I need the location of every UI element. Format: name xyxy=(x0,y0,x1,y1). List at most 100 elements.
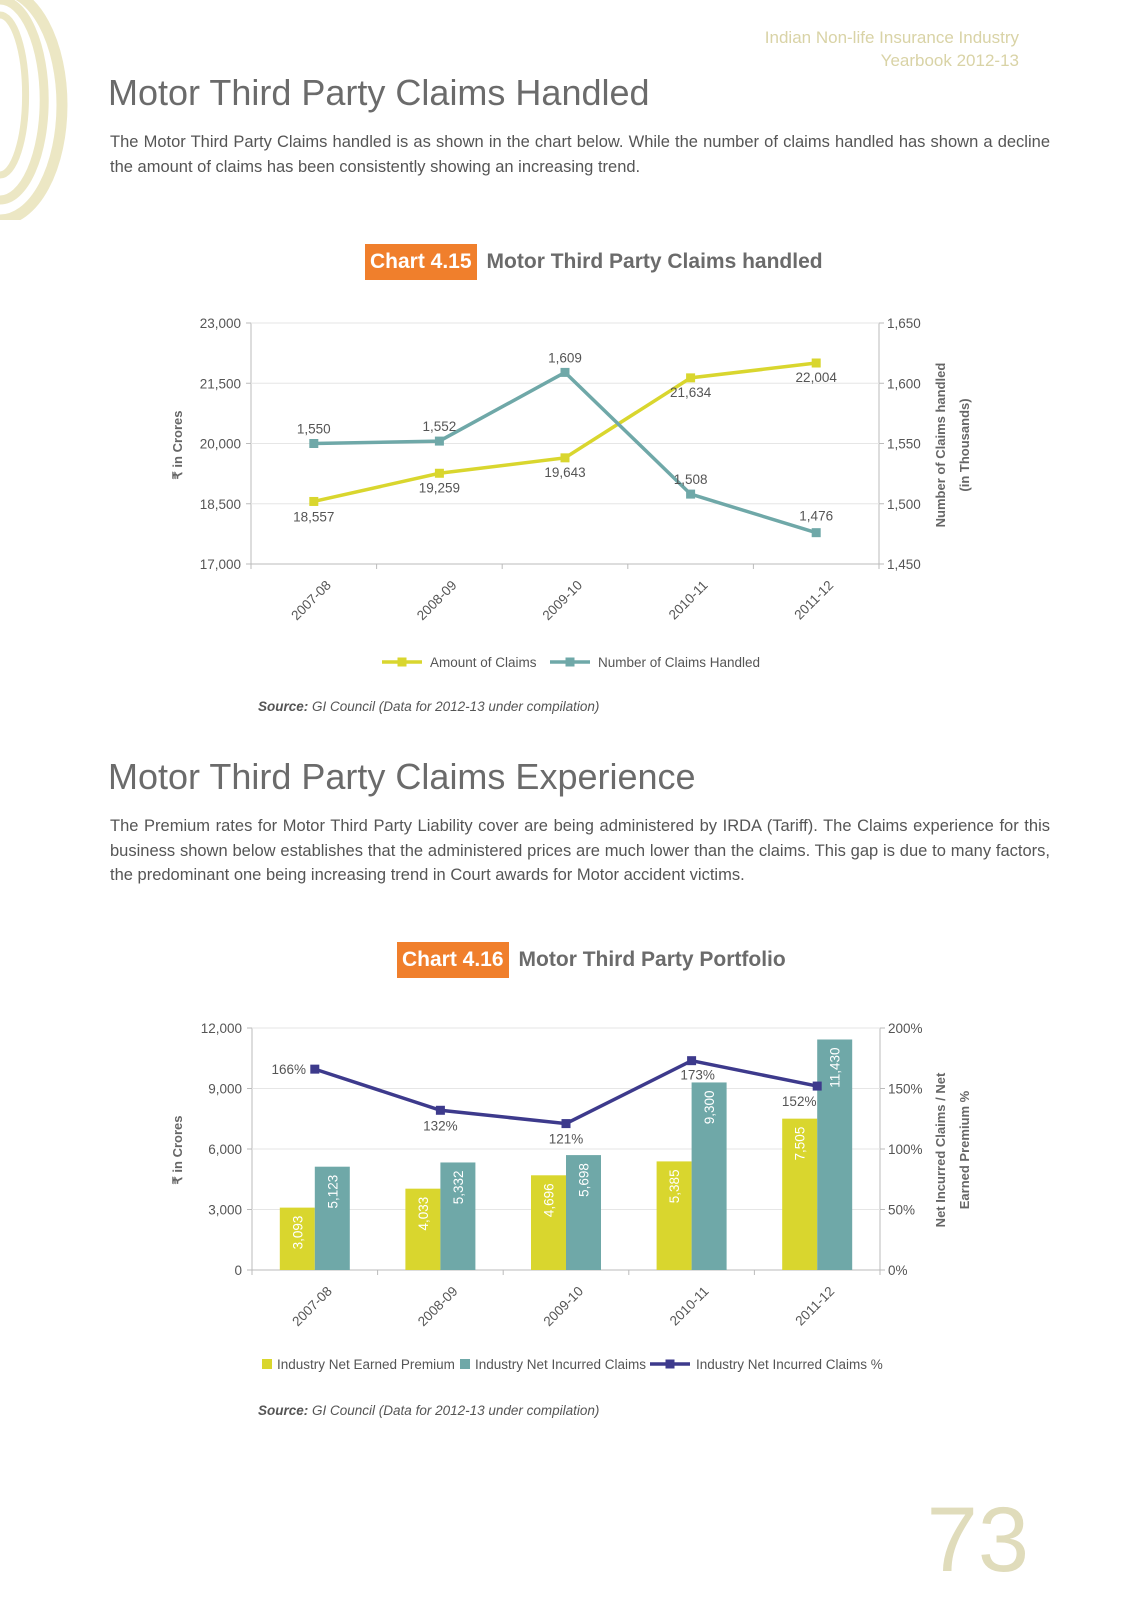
data-point xyxy=(560,367,570,377)
y-tick-label-left: 21,500 xyxy=(200,376,241,391)
data-point xyxy=(811,358,821,368)
y-tick-label-right: 1,500 xyxy=(887,497,921,512)
data-point xyxy=(434,436,444,446)
bar-value-label: 11,430 xyxy=(828,1047,843,1087)
legend-label: Number of Claims Handled xyxy=(598,655,760,670)
bar-net-incurred-claims xyxy=(566,1155,601,1270)
data-point xyxy=(812,1081,822,1091)
chart2-source: Source: GI Council (Data for 2012-13 und… xyxy=(258,1403,599,1418)
y-axis-title-right: Number of Claims handled xyxy=(933,363,948,528)
y-tick-label-left: 17,000 xyxy=(200,557,241,572)
x-tick-label: 2010-11 xyxy=(667,1284,712,1329)
bar-value-label: 3,093 xyxy=(290,1216,305,1250)
section-paragraph-claims-handled: The Motor Third Party Claims handled is … xyxy=(110,133,1050,176)
y-axis-title-left: ₹ in Crores xyxy=(170,411,185,480)
y-tick-label-right: 50% xyxy=(888,1203,915,1218)
header-line-2: Yearbook 2012-13 xyxy=(880,51,1019,70)
y-tick-label-left: 0 xyxy=(234,1263,242,1278)
bar-value-label: 4,033 xyxy=(416,1197,431,1231)
bar-value-label: 5,332 xyxy=(451,1170,466,1204)
data-label: 1,550 xyxy=(297,422,331,437)
data-point xyxy=(561,1119,571,1129)
data-point xyxy=(310,1064,320,1074)
legend-label: Industry Net Incurred Claims xyxy=(475,1357,646,1372)
x-tick-label: 2007-08 xyxy=(289,1284,335,1330)
bar-net-incurred-claims xyxy=(817,1039,853,1270)
page-header: Indian Non-life Insurance Industry Yearb… xyxy=(765,26,1019,72)
data-label: 19,259 xyxy=(419,480,460,495)
header-line-1: Indian Non-life Insurance Industry xyxy=(764,28,1019,47)
y-tick-label-right: 1,650 xyxy=(887,316,921,331)
bar-value-label: 5,385 xyxy=(667,1169,682,1203)
y-tick-label-right: 200% xyxy=(888,1021,923,1036)
x-tick-label: 2008-09 xyxy=(414,578,460,624)
section-title-claims-handled: Motor Third Party Claims Handled xyxy=(108,72,650,113)
legend-marker xyxy=(460,1359,470,1369)
y-tick-label-right: 100% xyxy=(888,1142,923,1157)
y-axis-title-right: (in Thousands) xyxy=(957,398,972,491)
data-label: 152% xyxy=(782,1094,817,1109)
chart-portfolio: 0 3,000 6,000 9,000 12,000 0% 50% 100% 150% 200% 2… xyxy=(170,1021,972,1372)
y-tick-label-right: 1,600 xyxy=(887,376,921,391)
data-label: 19,643 xyxy=(544,465,585,480)
bar-value-label: 7,505 xyxy=(793,1127,808,1161)
chart2-tag: Chart 4.16 xyxy=(397,942,509,978)
data-label: 132% xyxy=(423,1118,458,1133)
data-point xyxy=(687,1056,697,1066)
y-tick-label-left: 23,000 xyxy=(200,316,241,331)
data-point xyxy=(435,1105,445,1115)
data-label: 22,004 xyxy=(796,370,838,385)
bar-net-earned-premium xyxy=(656,1161,692,1270)
page-number: 73 xyxy=(926,1489,1029,1591)
series-line-number-of-claims xyxy=(313,370,817,535)
chart1-tag: Chart 4.15 xyxy=(365,244,477,280)
data-point xyxy=(686,489,696,499)
series-line-amount-of-claims xyxy=(313,361,817,504)
y-tick-label-left: 6,000 xyxy=(208,1142,242,1157)
legend-marker xyxy=(665,1359,675,1369)
section-title-claims-experience: Motor Third Party Claims Experience xyxy=(108,756,696,797)
legend-marker xyxy=(565,657,575,667)
chart2-source-label: Source: xyxy=(258,1403,309,1418)
y-tick-label-left: 3,000 xyxy=(208,1203,242,1218)
data-point xyxy=(686,373,696,383)
data-label: 166% xyxy=(272,1062,307,1077)
x-tick-label: 2008-09 xyxy=(415,1284,461,1330)
data-label: 173% xyxy=(680,1068,715,1083)
series-line-incurred-claims-pct xyxy=(314,1058,818,1126)
data-label: 1,508 xyxy=(674,472,708,487)
y-tick-label-left: 9,000 xyxy=(208,1082,242,1097)
chart1-heading: Chart 4.15 Motor Third Party Claims hand… xyxy=(365,244,823,280)
legend-label: Industry Net Incurred Claims % xyxy=(696,1357,883,1372)
y-tick-label-left: 12,000 xyxy=(201,1021,242,1036)
y-tick-label-left: 20,000 xyxy=(200,437,241,452)
legend-marker xyxy=(262,1359,272,1369)
legend-label: Industry Net Earned Premium xyxy=(277,1357,455,1372)
legend-label: Amount of Claims xyxy=(430,655,537,670)
bar-net-incurred-claims xyxy=(440,1162,476,1270)
bar-net-earned-premium xyxy=(531,1175,566,1270)
y-axis-title-right: Net Incurred Claims / Net xyxy=(933,1072,948,1227)
y-tick-label-right: 0% xyxy=(888,1263,908,1278)
y-axis-title-right: Earned Premium % xyxy=(957,1090,972,1209)
bar-net-incurred-claims xyxy=(314,1166,350,1270)
x-tick-label: 2011-12 xyxy=(791,578,836,623)
data-point xyxy=(560,453,570,463)
chart2-heading: Chart 4.16 Motor Third Party Portfolio xyxy=(397,942,786,978)
data-point xyxy=(811,528,821,538)
chart1-title: Motor Third Party Claims handled xyxy=(486,250,823,273)
data-point xyxy=(309,496,319,506)
x-tick-label: 2011-12 xyxy=(792,1284,837,1329)
chart1-source-text: GI Council (Data for 2012-13 under compi… xyxy=(312,699,600,714)
chart2-title: Motor Third Party Portfolio xyxy=(518,948,786,971)
data-point xyxy=(309,439,319,448)
bar-net-incurred-claims xyxy=(691,1082,727,1270)
decorative-arcs xyxy=(0,0,68,220)
data-label: 1,609 xyxy=(548,350,582,365)
chart2-source-text: GI Council (Data for 2012-13 under compi… xyxy=(312,1403,600,1418)
chart1-source: Source: GI Council (Data for 2012-13 und… xyxy=(258,699,599,714)
y-tick-label-right: 1,450 xyxy=(887,557,921,572)
data-label: 1,476 xyxy=(799,509,833,524)
bar-net-earned-premium xyxy=(405,1188,441,1270)
chart1-source-label: Source: xyxy=(258,699,309,714)
